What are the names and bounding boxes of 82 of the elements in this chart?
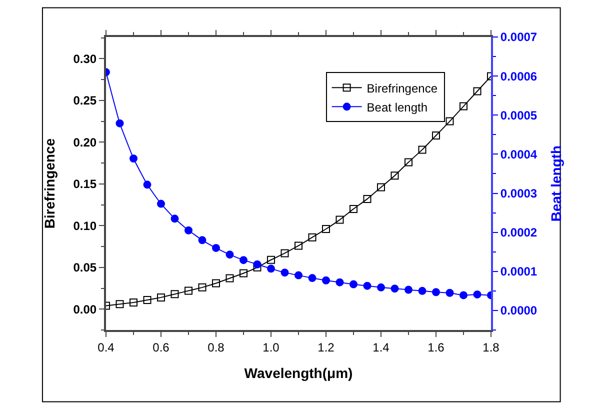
legend-label: Beat length [366,100,428,114]
y-tick-label: 0.15 [73,177,97,192]
point [404,158,412,166]
legend-label: Birefringence [366,81,438,96]
point [336,278,344,286]
point [198,283,206,292]
point [116,119,124,128]
point [240,256,248,264]
point [212,279,220,288]
y2-axis-title: Beat length [548,145,564,222]
x-tick-label: 1.2 [318,340,335,354]
x-tick-label: 0.8 [208,340,225,354]
point [253,260,262,268]
y2-tick-label: 0.0007 [500,30,538,44]
point [432,288,440,296]
point [226,250,234,259]
y-axis-title: Birefringence [41,138,58,229]
point [157,200,165,208]
x-tick-label: 1.8 [482,340,500,354]
y-tick-label: 0.10 [73,218,97,233]
y2-tick-label: 0.0000 [500,304,538,318]
y2-tick-label: 0.0006 [500,69,538,84]
point [350,204,358,213]
y-tick-label: 0.25 [73,94,97,108]
point [280,268,289,277]
point [226,274,234,282]
point [294,242,302,250]
point [130,154,138,162]
x-tick-label: 0.4 [98,340,115,354]
point [322,224,330,233]
y2-tick-label: 0.0005 [500,108,538,122]
point [157,293,165,302]
point [143,180,152,189]
point [267,256,275,264]
y-tick-label: 0.20 [73,135,97,150]
point [390,172,399,180]
point [363,282,372,290]
y2-tick-label: 0.0003 [500,186,538,200]
point [308,274,316,282]
point [404,286,412,294]
point [446,288,454,297]
y2-tick-label: 0.0004 [500,147,538,162]
point [390,284,399,293]
point [322,276,330,284]
point [473,290,482,298]
y-tick-label: 0.30 [73,52,97,66]
y-tick-label: 0.05 [73,260,97,275]
point [116,300,124,308]
point [212,244,220,252]
point [418,286,426,295]
point [184,226,192,234]
point [460,102,468,110]
point [240,269,248,278]
point [336,216,344,224]
point [130,298,138,306]
point [170,214,179,223]
point [350,280,358,288]
point [363,194,372,203]
point [280,249,289,258]
point [294,271,302,280]
point [184,286,192,295]
point [308,233,316,242]
y-tick-label: 0.00 [73,302,97,316]
y2-tick-label: 0.0002 [500,226,538,240]
x-tick-label: 0.6 [152,340,170,354]
point [473,87,482,96]
point [418,146,426,154]
point [170,290,179,298]
point [377,183,385,192]
y2-tick-label: 0.0001 [500,264,538,279]
point [253,263,262,272]
x-axis-title: Wavelength(μm) [244,365,353,382]
point [460,291,468,300]
point [143,296,152,304]
point [377,283,385,292]
x-tick-label: 1.6 [428,340,445,354]
point [432,132,440,140]
point [267,264,275,273]
point [446,117,454,126]
x-tick-label: 1.4 [372,340,390,354]
x-tick-label: 1.0 [262,340,280,354]
point [198,236,206,244]
